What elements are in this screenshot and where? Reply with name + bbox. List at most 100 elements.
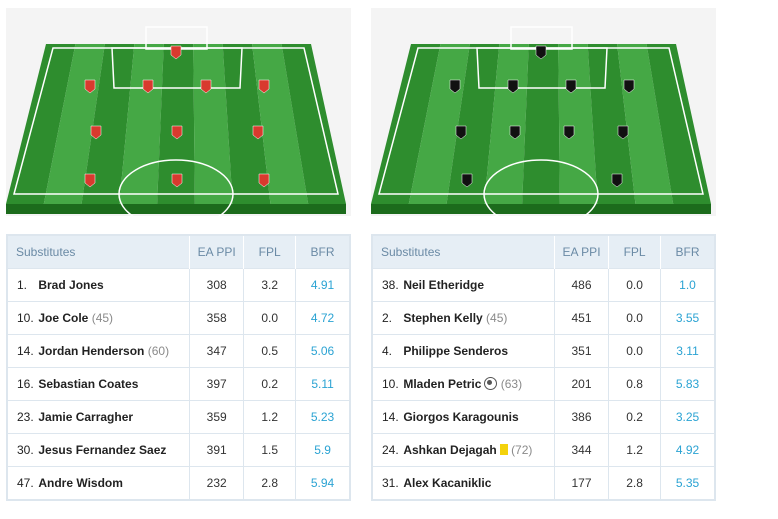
ea-ppi-cell: 391 [189, 433, 244, 467]
player-name-link[interactable]: Stephen Kelly [403, 311, 483, 325]
circle-clip [116, 195, 236, 204]
player-name-cell: 23. Jamie Carragher [7, 400, 190, 434]
bfr-cell: 4.91 [295, 268, 350, 302]
bfr-cell: 3.11 [660, 334, 715, 368]
table-row[interactable]: 1. Brad Jones 308 3.2 4.91 [7, 268, 350, 302]
table-row[interactable]: 23. Jamie Carragher 359 1.2 5.23 [7, 400, 350, 434]
player-name-cell: 31. Alex Kacaniklic [372, 466, 555, 500]
pitch-stripe [157, 44, 195, 204]
fpl-cell: 0.0 [608, 301, 661, 335]
player-name-cell: 1. Brad Jones [7, 268, 190, 302]
ea-ppi-cell: 358 [189, 301, 244, 335]
player-name-link[interactable]: Sebastian Coates [38, 377, 139, 391]
fpl-cell: 2.8 [243, 466, 296, 500]
bfr-cell: 4.72 [295, 301, 350, 335]
player-name-link[interactable]: Alex Kacaniklic [403, 476, 492, 490]
player-shirt-icon[interactable] [565, 79, 577, 94]
table-header-row: Substitutes EA PPI FPL BFR [372, 235, 715, 269]
player-name-cell: 14. Jordan Henderson (60) [7, 334, 190, 368]
player-shirt-icon[interactable] [509, 125, 521, 140]
table-row[interactable]: 16. Sebastian Coates 397 0.2 5.11 [7, 367, 350, 401]
player-shirt-icon[interactable] [449, 79, 461, 94]
bfr-cell: 1.0 [660, 268, 715, 302]
player-shirt-icon[interactable] [611, 173, 623, 188]
center-circle-line [483, 159, 599, 216]
player-shirt-icon[interactable] [84, 79, 96, 94]
bfr-cell: 5.94 [295, 466, 350, 500]
table-row[interactable]: 24. Ashkan Dejagah (72) 344 1.2 4.92 [372, 433, 715, 467]
pitch-graphic [371, 26, 711, 216]
table-row[interactable]: 14. Giorgos Karagounis 386 0.2 3.25 [372, 400, 715, 434]
player-number: 16. [17, 377, 34, 391]
bfr-cell: 5.9 [295, 433, 350, 467]
player-name-cell: 30. Jesus Fernandez Saez [7, 433, 190, 467]
player-name-link[interactable]: Brad Jones [38, 278, 104, 292]
player-shirt-icon[interactable] [507, 79, 519, 94]
player-name-link[interactable]: Neil Etheridge [403, 278, 485, 292]
player-shirt-icon[interactable] [84, 173, 96, 188]
fpl-header: FPL [243, 235, 296, 269]
player-name-link[interactable]: Giorgos Karagounis [403, 410, 519, 424]
fpl-cell: 0.0 [608, 334, 661, 368]
pitch-stripe [646, 44, 711, 204]
substitutes-header: Substitutes [372, 235, 555, 269]
player-name-link[interactable]: Ashkan Dejagah [403, 443, 497, 457]
player-number: 2. [382, 311, 393, 325]
player-shirt-icon[interactable] [200, 79, 212, 94]
away-team-panel: Substitutes EA PPI FPL BFR 38. Neil Ethe… [371, 0, 716, 519]
player-shirt-icon[interactable] [258, 79, 270, 94]
ea-ppi-cell: 232 [189, 466, 244, 500]
player-name-link[interactable]: Andre Wisdom [38, 476, 123, 490]
fpl-cell: 0.2 [243, 367, 296, 401]
player-number: 24. [382, 443, 399, 457]
bfr-cell: 5.06 [295, 334, 350, 368]
player-name-link[interactable]: Joe Cole [38, 311, 89, 325]
fpl-cell: 0.2 [608, 400, 661, 434]
player-shirt-icon[interactable] [171, 125, 183, 140]
player-name-link[interactable]: Jesus Fernandez Saez [38, 443, 167, 457]
ea-ppi-cell: 451 [553, 301, 609, 335]
player-number: 23. [17, 410, 34, 424]
fpl-header: FPL [608, 235, 661, 269]
ea-ppi-header: EA PPI [189, 235, 244, 269]
player-shirt-icon[interactable] [142, 79, 154, 94]
pitch-edge [6, 204, 346, 214]
table-row[interactable]: 31. Alex Kacaniklic 177 2.8 5.35 [372, 466, 715, 500]
player-shirt-icon[interactable] [258, 173, 270, 188]
player-shirt-icon[interactable] [252, 125, 264, 140]
fpl-cell: 0.8 [608, 367, 661, 401]
player-shirt-icon[interactable] [171, 173, 183, 188]
player-shirt-icon[interactable] [90, 125, 102, 140]
player-name-link[interactable]: Philippe Senderos [403, 344, 509, 358]
bfr-cell: 5.83 [660, 367, 715, 401]
circle-clip [481, 195, 601, 204]
table-row[interactable]: 4. Philippe Senderos 351 0.0 3.11 [372, 334, 715, 368]
table-row[interactable]: 2. Stephen Kelly (45) 451 0.0 3.55 [372, 301, 715, 335]
player-shirt-icon[interactable] [461, 173, 473, 188]
table-row[interactable]: 10. Joe Cole (45) 358 0.0 4.72 [7, 301, 350, 335]
player-shirt-icon[interactable] [170, 45, 182, 60]
table-row[interactable]: 10. Mladen Petric (63) 201 0.8 5.83 [372, 367, 715, 401]
player-name-link[interactable]: Jamie Carragher [38, 410, 134, 424]
player-shirt-icon[interactable] [563, 125, 575, 140]
player-name-link[interactable]: Mladen Petric [403, 377, 482, 391]
player-shirt-icon[interactable] [535, 45, 547, 60]
home-team-panel: Substitutes EA PPI FPL BFR 1. Brad Jones… [6, 0, 351, 519]
table-row[interactable]: 38. Neil Etheridge 486 0.0 1.0 [372, 268, 715, 302]
away-substitutes-table: Substitutes EA PPI FPL BFR 38. Neil Ethe… [371, 234, 716, 501]
pitch-stripe [371, 44, 441, 204]
table-row[interactable]: 14. Jordan Henderson (60) 347 0.5 5.06 [7, 334, 350, 368]
table-row[interactable]: 30. Jesus Fernandez Saez 391 1.5 5.9 [7, 433, 350, 467]
player-number: 1. [17, 278, 28, 292]
player-shirt-icon[interactable] [617, 125, 629, 140]
pitch-stripe [587, 44, 636, 204]
table-row[interactable]: 47. Andre Wisdom 232 2.8 5.94 [7, 466, 350, 500]
player-number: 14. [382, 410, 399, 424]
pitch-stripe [6, 44, 76, 204]
minute-played: (45) [486, 311, 508, 325]
player-shirt-icon[interactable] [455, 125, 467, 140]
yellow-card-icon [499, 444, 508, 455]
player-name-link[interactable]: Jordan Henderson [38, 344, 145, 358]
player-shirt-icon[interactable] [623, 79, 635, 94]
fpl-cell: 0.0 [608, 268, 661, 302]
